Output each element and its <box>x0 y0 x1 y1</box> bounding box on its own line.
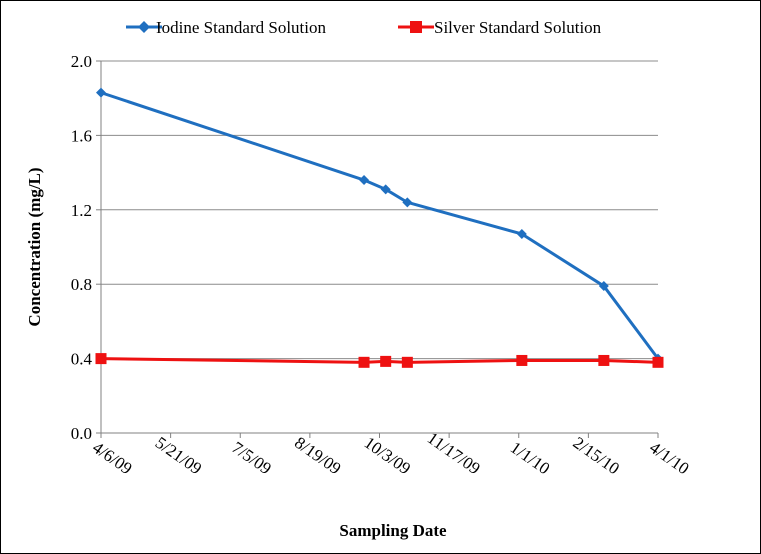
legend-item-silver: Silver Standard Solution <box>398 18 602 37</box>
x-tick-label: 7/5/09 <box>228 438 274 478</box>
data-point <box>401 356 413 368</box>
axes <box>100 61 658 434</box>
y-tick-label: 1.6 <box>71 126 92 145</box>
x-tick-label: 4/1/10 <box>646 438 692 478</box>
x-tick-label: 10/3/09 <box>361 433 414 478</box>
legend: Iodine Standard Solution Silver Standard… <box>126 18 602 37</box>
legend-item-iodine: Iodine Standard Solution <box>126 18 326 37</box>
x-tick-label: 5/21/09 <box>152 433 205 478</box>
legend-marker-iodine <box>138 21 150 33</box>
data-point <box>359 175 370 186</box>
x-tick-label: 4/6/09 <box>89 438 135 478</box>
x-tick-label: 2/15/10 <box>570 433 623 478</box>
series-silver <box>95 353 664 368</box>
x-ticks: 4/6/09 5/21/09 7/5/09 8/19/09 10/3/09 11/17/0… <box>89 428 692 478</box>
data-point <box>402 197 413 208</box>
data-point <box>358 356 370 368</box>
x-tick-label: 11/17/09 <box>424 428 484 478</box>
data-point <box>95 353 107 365</box>
series-iodine <box>96 87 663 364</box>
series-layer <box>95 87 664 368</box>
y-axis-title: Concentration (mg/L) <box>25 167 44 326</box>
data-point <box>516 354 528 366</box>
data-point <box>96 87 106 98</box>
gridlines <box>101 60 658 360</box>
legend-label-silver: Silver Standard Solution <box>434 18 602 37</box>
data-point <box>652 356 664 368</box>
data-point <box>380 355 392 367</box>
data-point <box>516 228 527 239</box>
y-tick-label: 1.2 <box>71 201 92 220</box>
series-line <box>100 357 659 364</box>
data-point <box>598 281 609 292</box>
data-point <box>598 354 610 366</box>
y-tick-label: 0.0 <box>71 424 92 443</box>
x-tick-label: 1/1/10 <box>507 438 553 478</box>
legend-marker-silver <box>410 21 422 33</box>
y-tick-label: 0.8 <box>71 275 92 294</box>
x-axis-title: Sampling Date <box>339 521 447 540</box>
data-point <box>380 184 391 195</box>
x-tick-label: 8/19/09 <box>291 433 344 478</box>
legend-label-iodine: Iodine Standard Solution <box>156 18 326 37</box>
y-tick-label: 0.4 <box>71 350 93 369</box>
series-line <box>100 91 660 360</box>
y-tick-label: 2.0 <box>71 52 92 71</box>
y-ticks: 0.0 0.4 0.8 1.2 1.6 2.0 <box>71 52 101 443</box>
